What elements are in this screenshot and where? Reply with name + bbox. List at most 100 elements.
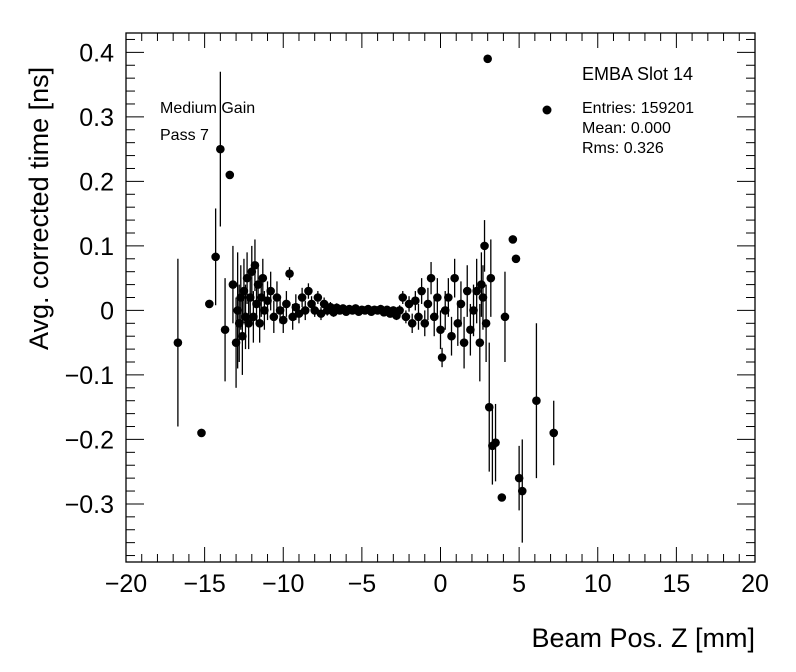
data-point [478, 265, 488, 330]
x-tick-label: 5 [512, 570, 526, 598]
point-marker [480, 241, 489, 251]
point-marker [500, 312, 510, 322]
axis-tick-labels: −20 −15 −10 −5 0 5 10 15 20 −0.3 −0.2 −0.1 0 0.1 0.2 0.… [65, 39, 769, 598]
point-marker [304, 286, 313, 296]
y-axis-title: Avg. corrected time [ns] [24, 67, 54, 350]
data-point [511, 254, 521, 264]
data-point [459, 316, 469, 369]
data-point [456, 281, 466, 327]
point-marker [313, 293, 323, 302]
data-point [211, 208, 220, 306]
point-marker [483, 54, 492, 64]
data-point [480, 220, 489, 272]
point-marker [242, 273, 252, 283]
annotation-medium-gain: Medium Gain [160, 100, 255, 117]
data-point [173, 258, 183, 427]
point-marker [426, 273, 436, 283]
point-marker [291, 302, 301, 312]
point-marker [508, 235, 518, 244]
point-marker [300, 306, 310, 315]
stats-box-marker [542, 105, 552, 115]
y-tick-label: −0.3 [65, 491, 114, 519]
data-point [483, 54, 492, 64]
point-marker [491, 438, 500, 447]
data-point [475, 303, 485, 382]
data-point [444, 278, 453, 317]
point-marker [216, 144, 225, 154]
data-point [462, 265, 472, 317]
data-point [532, 323, 541, 479]
data-point [225, 170, 235, 180]
data-point [426, 262, 436, 295]
point-marker [255, 319, 264, 328]
data-point [447, 316, 456, 356]
point-marker [472, 286, 481, 296]
point-marker [253, 280, 263, 289]
point-marker [484, 402, 494, 412]
point-marker [436, 325, 445, 335]
data-point [472, 258, 481, 324]
x-tick-label: −10 [262, 570, 304, 598]
y-tick-label: 0.2 [79, 168, 114, 196]
data-point [304, 283, 313, 299]
point-marker [266, 286, 275, 296]
data-point [436, 310, 445, 350]
stats-mean: Mean: 0.000 [582, 120, 671, 137]
data-point [549, 400, 559, 466]
data-point [411, 291, 420, 311]
point-marker [247, 267, 257, 276]
point-marker [517, 486, 527, 496]
axis-ticks [125, 33, 756, 562]
point-marker [447, 331, 456, 341]
point-marker [307, 299, 316, 309]
data-point [417, 278, 426, 304]
point-marker [173, 338, 183, 347]
point-marker [440, 306, 450, 315]
data-points [173, 54, 559, 543]
data-point [401, 310, 411, 324]
point-marker [532, 396, 541, 406]
data-point [282, 291, 291, 317]
point-marker [497, 493, 507, 502]
data-point [420, 310, 430, 337]
data-point [263, 281, 272, 321]
data-point [453, 300, 463, 346]
annotation-pass: Pass 7 [160, 127, 209, 144]
point-marker [220, 325, 230, 335]
data-point [297, 287, 307, 308]
x-axis-title: Beam Pos. Z [mm] [531, 623, 755, 653]
data-point [437, 347, 447, 368]
data-point [278, 307, 288, 333]
data-point [500, 271, 510, 363]
x-tick-label: −5 [348, 570, 377, 598]
point-marker [225, 170, 235, 180]
data-point [398, 291, 408, 304]
stats-rms: Rms: 0.326 [582, 140, 664, 157]
data-point [258, 258, 268, 298]
stats-box-title: EMBA Slot 14 [582, 64, 693, 84]
point-marker [258, 273, 268, 283]
point-marker [414, 312, 423, 322]
data-point [508, 235, 518, 244]
x-tick-label: −15 [183, 570, 225, 598]
data-point [249, 291, 258, 343]
data-point [484, 342, 494, 472]
data-point [497, 493, 507, 502]
point-marker [197, 428, 206, 438]
point-marker [475, 338, 485, 347]
data-point [216, 71, 225, 227]
x-tick-label: 0 [434, 570, 448, 598]
point-marker [423, 299, 433, 309]
data-point [313, 291, 323, 304]
data-point [450, 258, 459, 298]
data-point [269, 300, 279, 333]
point-marker [478, 293, 488, 302]
point-marker [285, 269, 294, 278]
point-marker [228, 280, 238, 289]
point-marker [433, 293, 442, 302]
point-marker [514, 473, 524, 483]
y-tick-label: −0.2 [65, 426, 114, 454]
data-point [300, 300, 310, 321]
point-marker [462, 286, 472, 296]
